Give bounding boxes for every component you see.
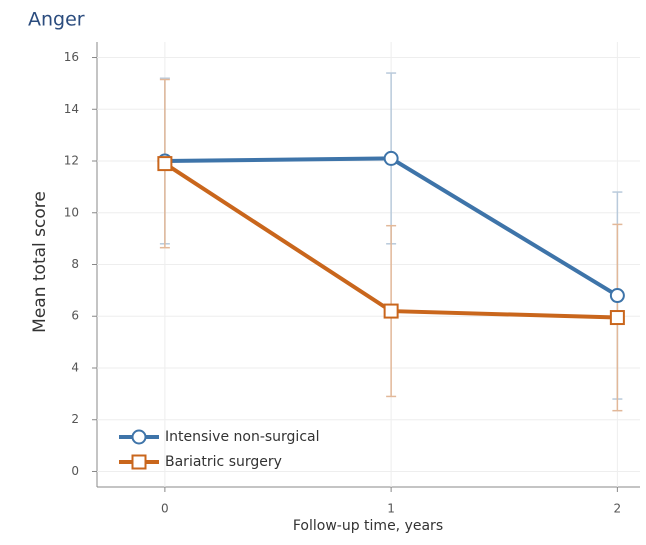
x-tick-label: 0 xyxy=(161,502,169,516)
y-tick-label: 10 xyxy=(64,205,79,219)
x-axis-label: Follow-up time, years xyxy=(293,518,443,534)
y-tick-label: 2 xyxy=(71,412,79,426)
y-tick-label: 14 xyxy=(64,102,79,116)
x-tick-label: 1 xyxy=(387,502,395,516)
y-tick-label: 16 xyxy=(64,50,79,64)
y-axis-label: Mean total score xyxy=(30,191,50,333)
marker xyxy=(609,288,625,304)
x-tick-label: 2 xyxy=(614,502,622,516)
y-tick-label: 0 xyxy=(71,464,79,478)
legend-marker xyxy=(131,429,147,445)
marker xyxy=(609,310,625,326)
y-tick-label: 8 xyxy=(71,257,79,271)
chart-title: Anger xyxy=(28,9,85,31)
y-tick-label: 12 xyxy=(64,154,79,168)
marker xyxy=(383,303,399,319)
legend-marker xyxy=(131,454,147,470)
marker xyxy=(157,156,173,172)
y-tick-label: 4 xyxy=(71,360,79,374)
y-tick-label: 6 xyxy=(71,309,79,323)
legend-label: Bariatric surgery xyxy=(165,454,282,470)
marker xyxy=(383,150,399,166)
legend-label: Intensive non-surgical xyxy=(165,429,320,445)
